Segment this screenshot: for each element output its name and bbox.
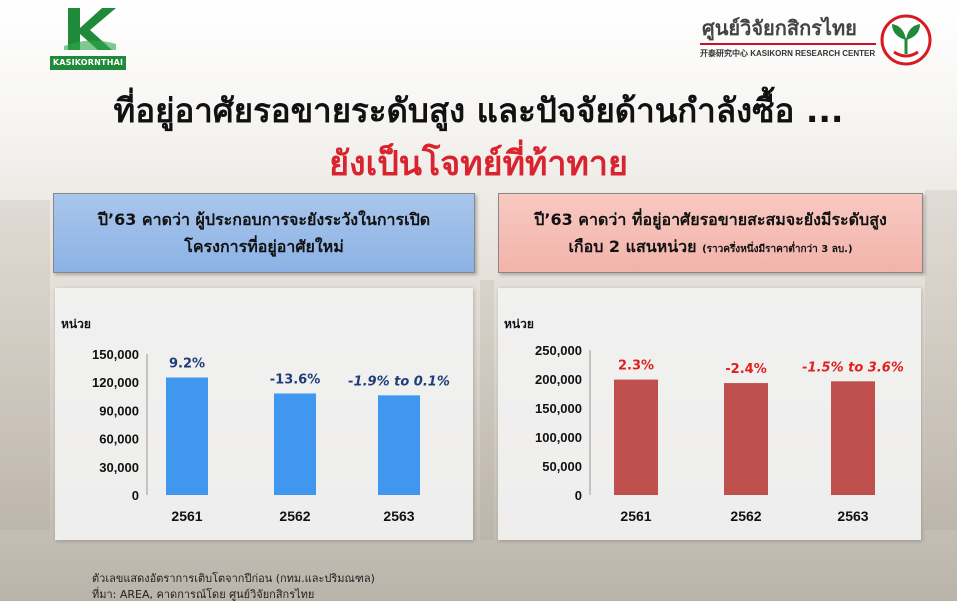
y-tick-label: 0: [575, 488, 582, 503]
org-name-th: ศูนย์วิจัยกสิกรไทย: [702, 16, 857, 40]
bar-2563: [378, 395, 420, 495]
unit-label: หน่วย: [504, 317, 534, 331]
background-house: [0, 200, 50, 530]
bar-2561: [614, 379, 658, 495]
page-subtitle: ยังเป็นโจทย์ที่ท้าทาย: [329, 144, 628, 184]
category-label-2562: 2562: [730, 508, 761, 524]
bar-2562: [724, 383, 768, 495]
left-chart-panel: หน่วย 150,000 120,000 90,000 60,000 30,000 0 9.…: [55, 288, 473, 540]
k-logo-icon: [64, 8, 116, 50]
bar-2563: [831, 381, 875, 495]
right-summary-note: (ราวครึ่งหนึ่งมีราคาต่ำกว่า 3 ลบ.): [702, 244, 853, 255]
y-tick-label: 60,000: [99, 432, 139, 447]
category-label-2561: 2561: [171, 508, 202, 524]
bar-2562: [274, 393, 316, 495]
y-tick-label: 0: [132, 488, 139, 503]
left-summary-line1: ปี’63 คาดว่า ผู้ประกอบการจะยังระวังในการ…: [97, 210, 431, 229]
right-chart-panel: หน่วย 250,000 200,000 150,000 100,000 50,000 0…: [498, 288, 921, 540]
org-name-en: 开泰研究中心 KASIKORN RESEARCH CENTER: [700, 49, 876, 58]
data-label-2563: -1.9% to 0.1%: [348, 374, 450, 389]
background-house: [480, 280, 494, 540]
y-tick-label: 150,000: [535, 401, 582, 416]
data-label-2563: -1.5% to 3.6%: [802, 360, 904, 375]
left-bar-chart: หน่วย 150,000 120,000 90,000 60,000 30,000 0 9.…: [61, 317, 450, 524]
y-tick-label: 100,000: [535, 430, 582, 445]
right-summary-line1: ปี’63 คาดว่า ที่อยู่อาศัยรอขายสะสมจะยังม…: [534, 210, 887, 229]
kbank-emblem-icon: [880, 14, 932, 66]
page-title: ที่อยู่อาศัยรอขายระดับสูง และปัจจัยด้านก…: [113, 91, 844, 130]
category-label-2562: 2562: [279, 508, 310, 524]
data-label-2562: -13.6%: [270, 372, 321, 387]
data-label-2561: 9.2%: [169, 357, 205, 372]
kasikorn-research-logo: ศูนย์วิจัยกสิกรไทย 开泰研究中心 KASIKORN RESEA…: [690, 10, 940, 70]
category-label-2561: 2561: [620, 508, 651, 524]
category-label-2563: 2563: [837, 508, 868, 524]
bar-2561: [166, 377, 208, 495]
unit-label: หน่วย: [61, 317, 91, 331]
kasikornthai-logo: KASIKORNTHAI: [50, 8, 126, 70]
logo-left-text: KASIKORNTHAI: [50, 56, 126, 70]
category-label-2563: 2563: [383, 508, 414, 524]
y-tick-label: 200,000: [535, 372, 582, 387]
footnote: ตัวเลขแสดงอัตราการเติบโตจากปีก่อน (กทม.แ…: [92, 571, 375, 603]
y-tick-label: 120,000: [92, 375, 139, 390]
y-tick-label: 90,000: [99, 403, 139, 418]
y-tick-label: 30,000: [99, 460, 139, 475]
right-summary-box: ปี’63 คาดว่า ที่อยู่อาศัยรอขายสะสมจะยังม…: [498, 193, 923, 273]
logo-divider: [700, 43, 876, 45]
footnote-line2: ที่มา: AREA, คาดการณ์โดย ศูนย์วิจัยกสิกร…: [92, 588, 315, 601]
left-summary-box: ปี’63 คาดว่า ผู้ประกอบการจะยังระวังในการ…: [53, 193, 475, 273]
right-summary-line2: เกือบ 2 แสนหน่วย: [568, 237, 697, 256]
data-label-2562: -2.4%: [725, 362, 766, 377]
background-house: [925, 190, 957, 530]
left-summary-line2: โครงการที่อยู่อาศัยใหม่: [184, 237, 344, 256]
y-tick-label: 150,000: [92, 347, 139, 362]
data-label-2561: 2.3%: [618, 359, 654, 374]
footnote-line1: ตัวเลขแสดงอัตราการเติบโตจากปีก่อน (กทม.แ…: [92, 572, 375, 585]
y-tick-label: 50,000: [542, 459, 582, 474]
y-tick-label: 250,000: [535, 343, 582, 358]
